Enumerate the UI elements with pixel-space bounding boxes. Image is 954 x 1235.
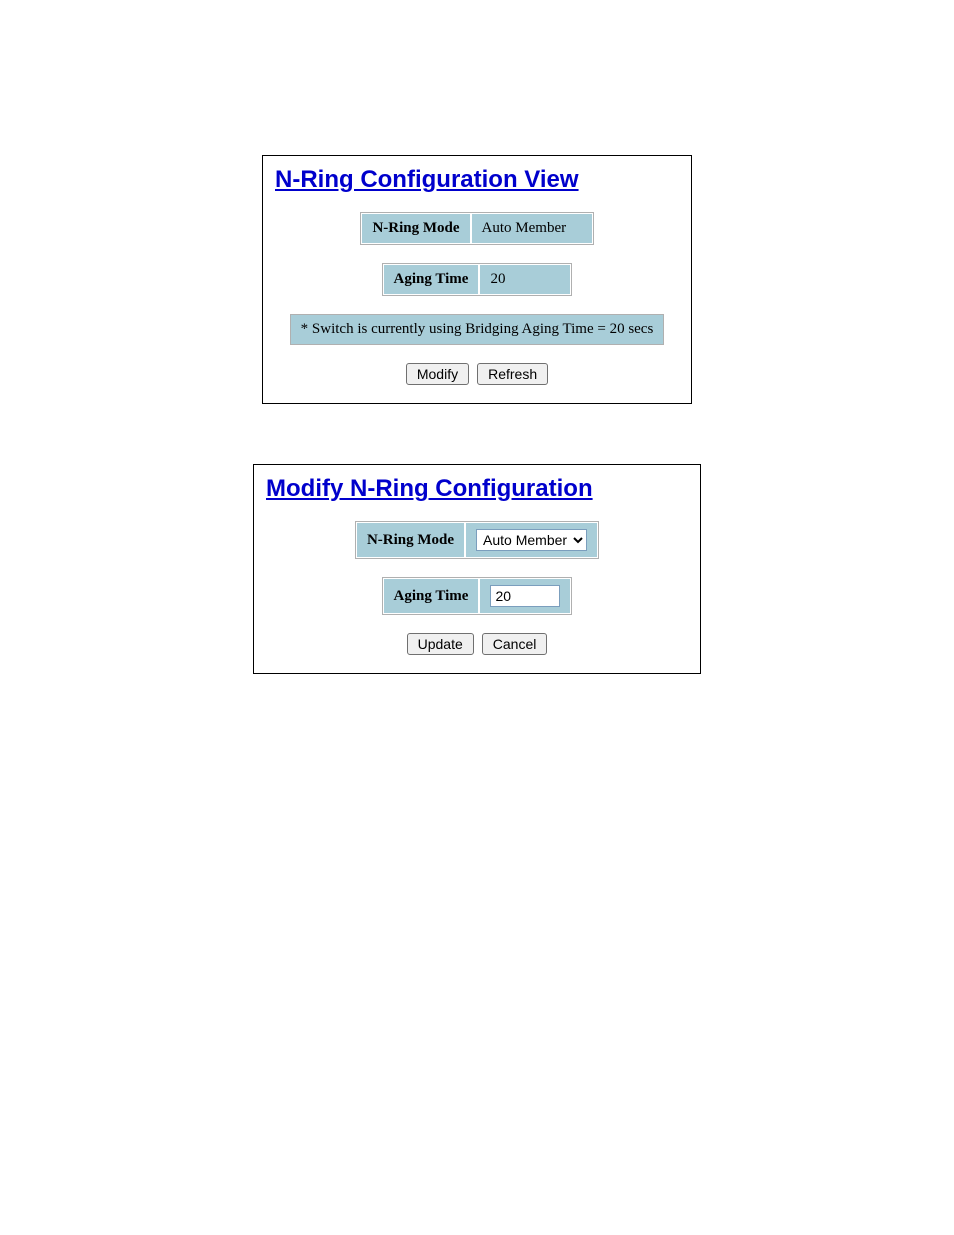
- mode-select-cell: Auto Member: [465, 522, 598, 558]
- refresh-button[interactable]: Refresh: [477, 363, 548, 385]
- aging-input[interactable]: [490, 585, 560, 607]
- view-button-row: Modify Refresh: [275, 363, 679, 385]
- view-title: N-Ring Configuration View: [275, 166, 679, 194]
- update-button[interactable]: Update: [407, 633, 474, 655]
- aging-label: Aging Time: [383, 578, 480, 614]
- mode-value: Auto Member: [471, 213, 593, 244]
- aging-value: 20: [479, 264, 571, 295]
- mode-label: N-Ring Mode: [356, 522, 465, 558]
- nring-modify-panel: Modify N-Ring Configuration N-Ring Mode …: [253, 464, 701, 674]
- modify-button-row: Update Cancel: [266, 633, 688, 655]
- modify-button[interactable]: Modify: [406, 363, 469, 385]
- table-row: N-Ring Mode Auto Member: [356, 522, 598, 558]
- aging-label: Aging Time: [383, 264, 480, 295]
- cancel-button[interactable]: Cancel: [482, 633, 548, 655]
- table-row: Aging Time 20: [383, 264, 572, 295]
- aging-table: Aging Time 20: [382, 263, 573, 296]
- nring-view-panel: N-Ring Configuration View N-Ring Mode Au…: [262, 155, 692, 404]
- aging-input-cell: [479, 578, 571, 614]
- mode-table: N-Ring Mode Auto Member: [360, 212, 593, 245]
- mode-select[interactable]: Auto Member: [476, 529, 587, 551]
- aging-note: * Switch is currently using Bridging Agi…: [290, 314, 665, 345]
- table-row: Aging Time: [383, 578, 572, 614]
- table-row: N-Ring Mode Auto Member: [361, 213, 592, 244]
- modify-mode-table: N-Ring Mode Auto Member: [355, 521, 599, 559]
- mode-label: N-Ring Mode: [361, 213, 470, 244]
- modify-title: Modify N-Ring Configuration: [266, 475, 688, 503]
- modify-aging-table: Aging Time: [382, 577, 573, 615]
